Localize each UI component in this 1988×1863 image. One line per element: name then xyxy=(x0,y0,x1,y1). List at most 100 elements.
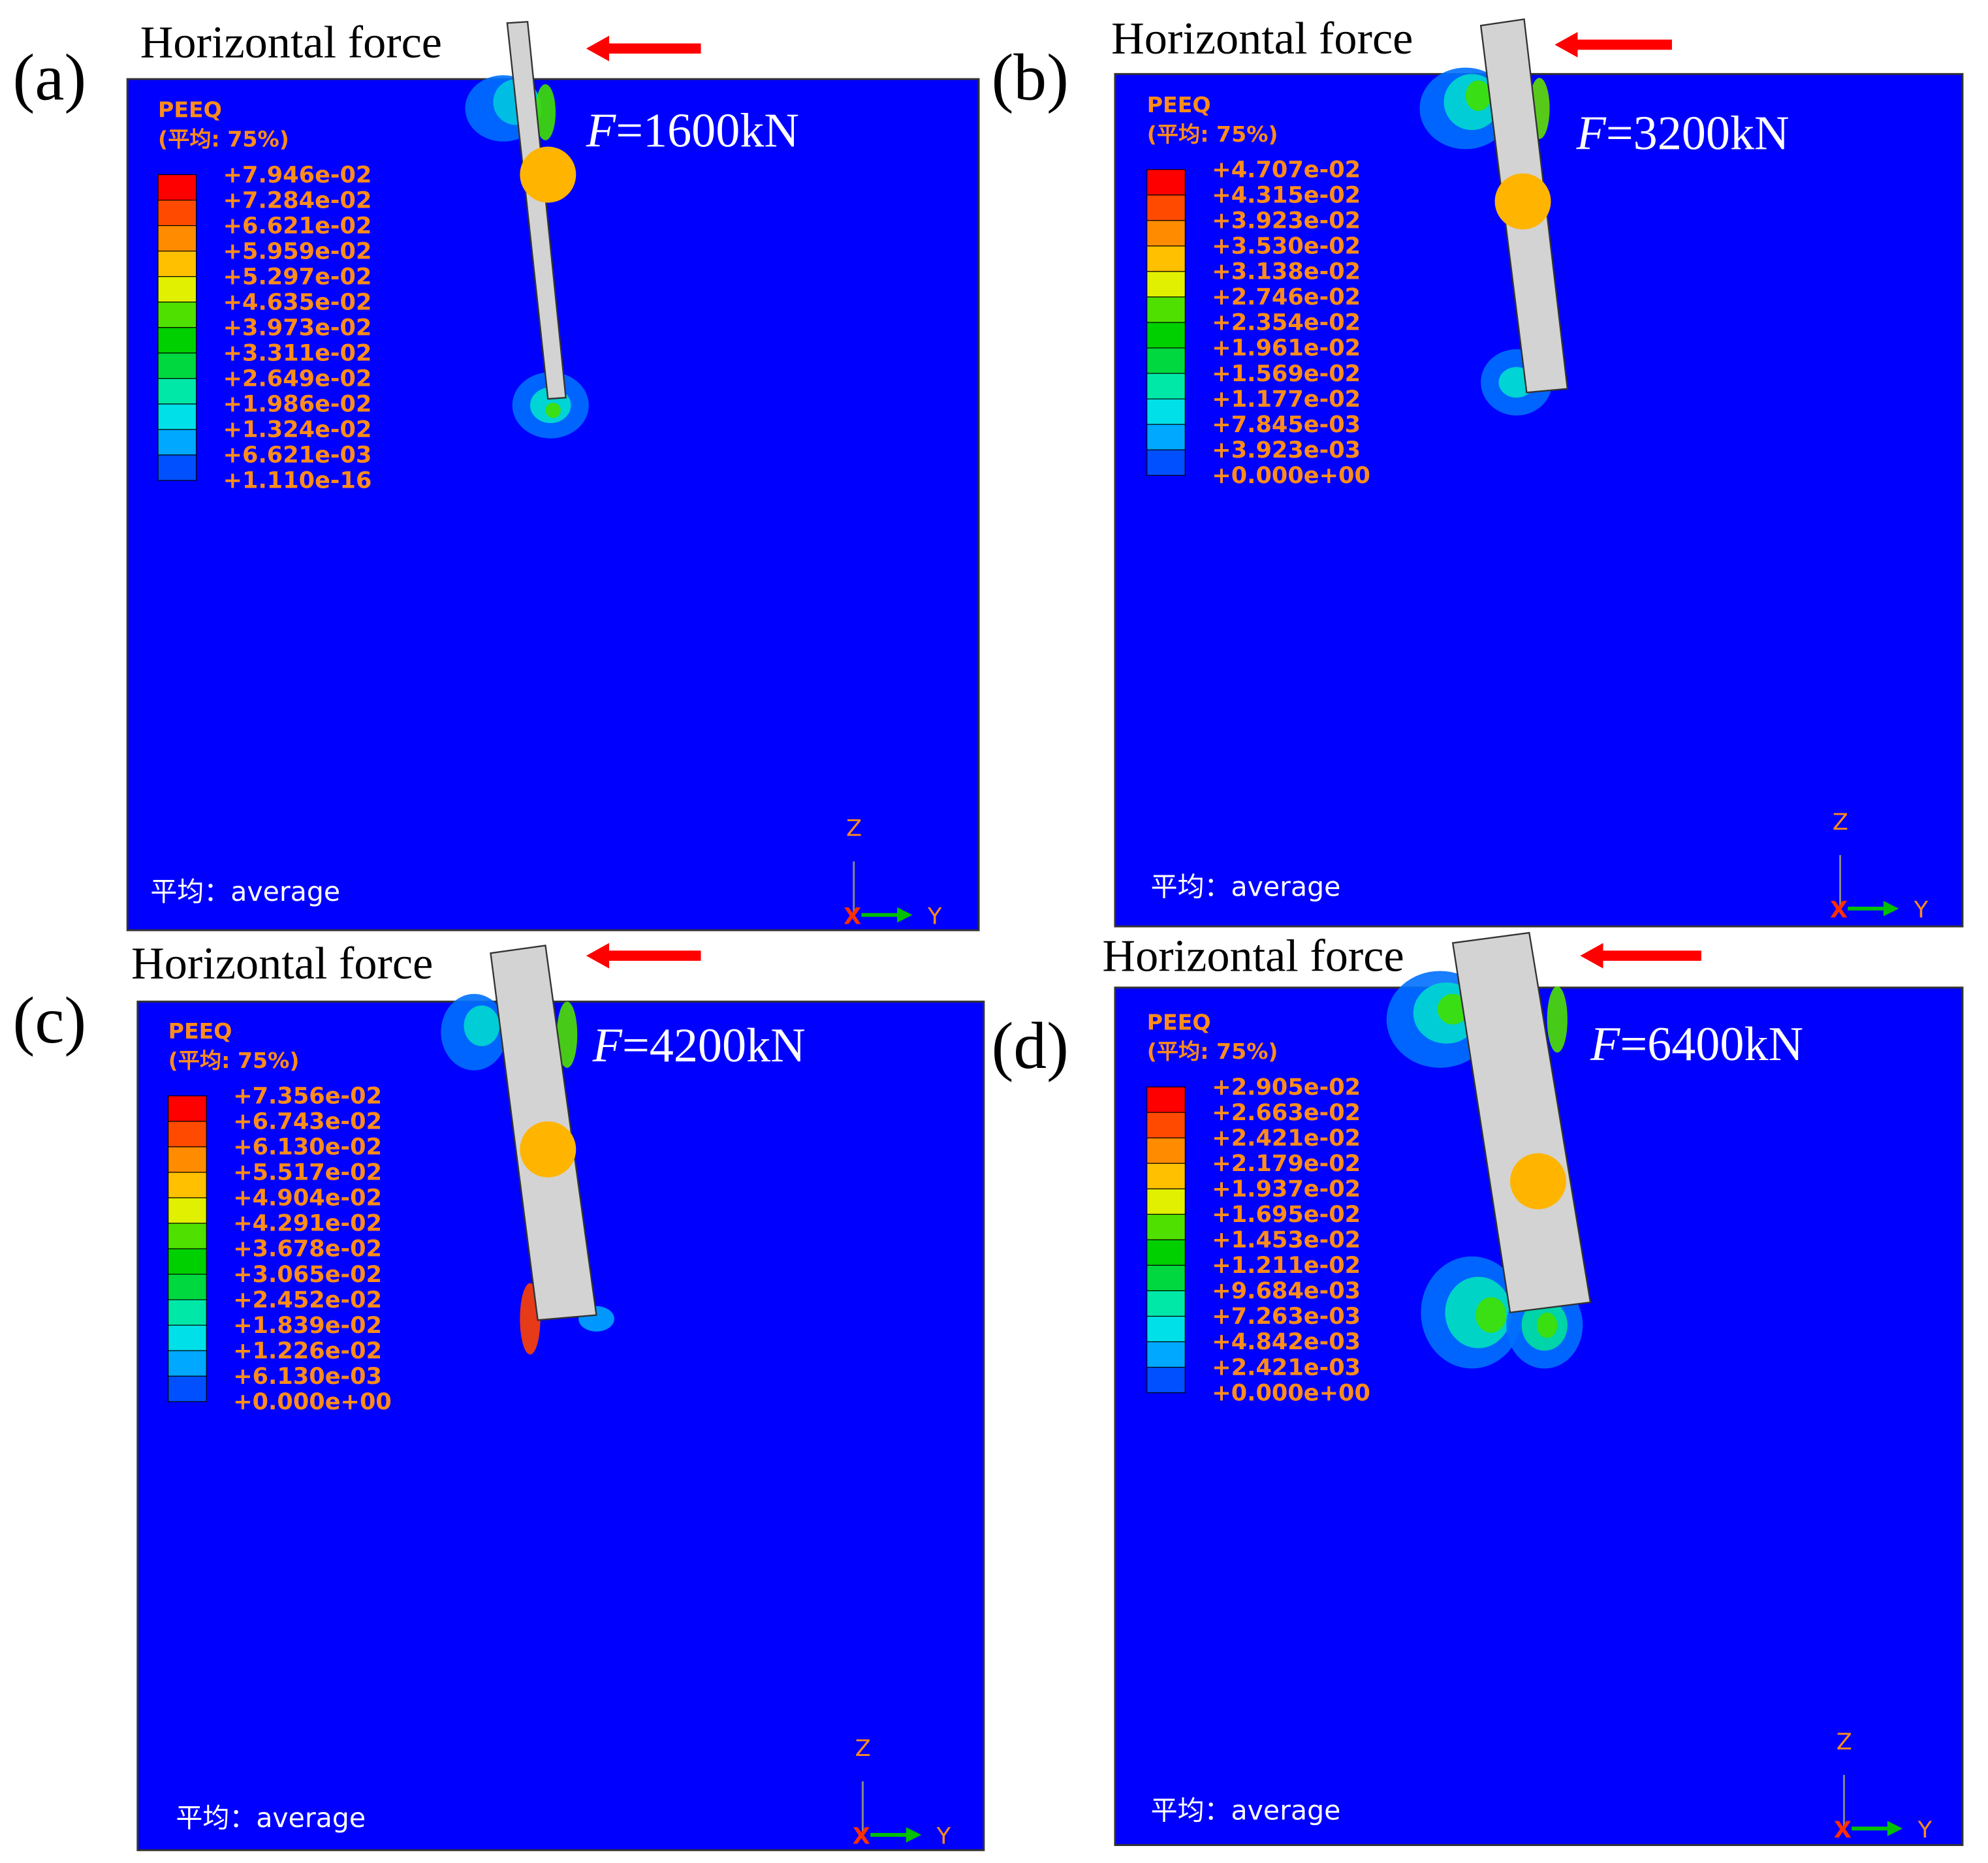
force-arrowhead xyxy=(586,943,610,969)
panel-label: (a) xyxy=(13,40,87,114)
model-domain xyxy=(126,78,980,932)
footer-note: 平均：average xyxy=(1151,1794,1341,1826)
legend-subtitle: (平均: 75%) xyxy=(168,1048,300,1073)
force-arrow xyxy=(1572,39,1672,50)
legend-swatch xyxy=(1146,424,1186,450)
legend-swatch xyxy=(1146,1112,1186,1138)
marker-dot xyxy=(520,1121,576,1178)
load-value: =1600kN xyxy=(616,104,799,158)
legend-value: +1.695e-02 xyxy=(1212,1201,1361,1228)
axis-y-label: Y xyxy=(1914,897,1929,924)
legend-swatch xyxy=(1146,1239,1186,1266)
legend-swatch xyxy=(157,251,197,277)
contour xyxy=(545,402,561,418)
force-label: Horizontal force xyxy=(131,938,433,989)
legend-value: +2.746e-02 xyxy=(1212,284,1361,311)
legend-swatch xyxy=(157,327,197,354)
axis-x-label: X xyxy=(1830,897,1848,924)
marker-dot xyxy=(520,146,576,203)
force-label: Horizontal force xyxy=(140,17,442,68)
axis-x-label: X xyxy=(1834,1817,1852,1843)
axis-y-label: Y xyxy=(936,1823,951,1850)
legend-value: +7.284e-02 xyxy=(223,187,372,213)
legend-swatch xyxy=(168,1375,207,1402)
footer-note: 平均：average xyxy=(176,1802,366,1834)
legend-value: +1.453e-02 xyxy=(1212,1227,1361,1253)
axis-y-head xyxy=(906,1827,922,1843)
legend-swatch xyxy=(157,225,197,252)
load-symbol: F xyxy=(592,1019,623,1072)
legend-swatch xyxy=(1146,1086,1186,1113)
legend-value: +6.743e-02 xyxy=(233,1108,382,1135)
legend-value: +0.000e+00 xyxy=(1212,462,1370,489)
legend-subtitle: (平均: 75%) xyxy=(1147,1039,1278,1064)
legend-swatch xyxy=(168,1146,207,1173)
legend-value: +1.177e-02 xyxy=(1212,386,1361,413)
legend-swatch xyxy=(1146,1137,1186,1164)
legend-value: +0.000e+00 xyxy=(233,1388,392,1415)
load-label: F=4200kN xyxy=(592,1019,806,1072)
legend-swatch xyxy=(1146,1188,1186,1215)
load-symbol: F xyxy=(1590,1018,1620,1071)
legend-swatch xyxy=(1146,1264,1186,1292)
legend-swatch xyxy=(168,1172,207,1198)
contour xyxy=(1475,1297,1507,1333)
axis-y-label: Y xyxy=(927,903,942,930)
legend-value: +2.421e-03 xyxy=(1212,1354,1361,1381)
legend-swatch xyxy=(1146,220,1186,247)
legend-swatch xyxy=(168,1197,207,1224)
legend-swatch xyxy=(1146,1213,1186,1240)
contour xyxy=(1437,994,1468,1025)
legend-swatch xyxy=(1146,1163,1186,1189)
legend-swatch xyxy=(1146,271,1186,298)
force-label: Horizontal force xyxy=(1102,931,1404,982)
legend-value: +1.569e-02 xyxy=(1212,360,1361,387)
load-symbol: F xyxy=(586,104,616,158)
contour xyxy=(535,84,556,140)
legend-swatch xyxy=(168,1324,207,1351)
panel: (d) Horizontal force F=6400kN PEEQ (平均: 75%)… xyxy=(992,931,1964,1846)
legend-title: PEEQ xyxy=(168,1018,232,1044)
legend-value: +3.138e-02 xyxy=(1212,258,1361,285)
force-arrowhead xyxy=(586,35,610,61)
force-arrow xyxy=(604,43,701,54)
legend-swatch xyxy=(1146,398,1186,425)
legend-swatch xyxy=(168,1095,207,1122)
legend-swatch xyxy=(157,403,197,430)
legend-value: +7.356e-02 xyxy=(233,1083,382,1110)
legend-value: +1.986e-02 xyxy=(223,391,372,418)
legend-swatch xyxy=(1146,296,1186,323)
legend-swatch xyxy=(1146,1366,1186,1394)
legend-swatch xyxy=(1146,449,1186,476)
pile xyxy=(1451,932,1592,1313)
legend-value: +3.311e-02 xyxy=(223,340,372,367)
legend-value: +3.973e-02 xyxy=(223,315,372,341)
pile xyxy=(506,21,567,400)
legend-swatch xyxy=(157,454,197,481)
legend-value: +2.421e-02 xyxy=(1212,1125,1361,1151)
load-symbol: F xyxy=(1576,107,1607,161)
legend-swatch xyxy=(157,200,197,227)
axis-x-label: X xyxy=(853,1823,870,1850)
legend-subtitle: (平均: 75%) xyxy=(1147,121,1278,147)
axis-y-label: Y xyxy=(1917,1817,1933,1843)
legend-swatch xyxy=(157,302,197,328)
legend-value: +7.845e-03 xyxy=(1212,411,1361,438)
contour xyxy=(1537,1312,1558,1338)
contour xyxy=(464,1005,500,1046)
legend-swatch xyxy=(1146,195,1186,221)
legend-swatch xyxy=(1146,169,1186,196)
legend-value: +5.517e-02 xyxy=(233,1159,382,1186)
legend-value: +6.621e-02 xyxy=(223,212,372,239)
legend-swatch xyxy=(1146,347,1186,374)
legend-value: +1.839e-02 xyxy=(233,1312,382,1339)
legend-value: +1.110e-16 xyxy=(223,467,372,494)
axis-y-head xyxy=(1883,901,1899,916)
legend-value: +4.315e-02 xyxy=(1212,182,1361,209)
legend-value: +6.621e-03 xyxy=(223,442,372,469)
legend-value: +2.905e-02 xyxy=(1212,1074,1361,1101)
legend-value: +3.065e-02 xyxy=(233,1261,382,1288)
axis-x-label: X xyxy=(844,903,861,930)
